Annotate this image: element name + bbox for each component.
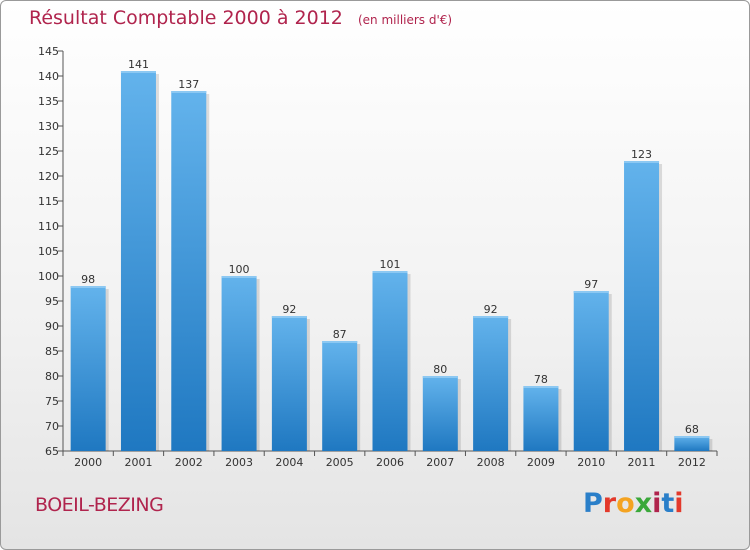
bar-2010 bbox=[573, 291, 609, 451]
bar-highlight bbox=[322, 341, 358, 343]
bar-2002 bbox=[171, 91, 207, 451]
y-tick-label: 70 bbox=[45, 420, 59, 433]
x-tick-label: 2003 bbox=[225, 456, 253, 469]
bar-highlight bbox=[473, 316, 509, 318]
bar-highlight bbox=[120, 71, 156, 73]
bar-2009 bbox=[523, 386, 559, 451]
bar-value-label: 87 bbox=[333, 328, 347, 341]
logo-letter: r bbox=[602, 488, 617, 519]
y-tick-label: 85 bbox=[45, 345, 59, 358]
bar-2008 bbox=[473, 316, 509, 451]
x-tick-label: 2006 bbox=[376, 456, 404, 469]
bar-value-label: 137 bbox=[178, 78, 199, 91]
y-tick-label: 105 bbox=[38, 245, 59, 258]
bar-2005 bbox=[322, 341, 358, 451]
proxiti-logo: Proxiti bbox=[583, 488, 684, 519]
bar-2012 bbox=[674, 436, 710, 451]
bar-value-label: 80 bbox=[433, 363, 447, 376]
x-tick-label: 2008 bbox=[477, 456, 505, 469]
bar-value-label: 141 bbox=[128, 58, 149, 71]
logo-letter: x bbox=[634, 488, 653, 519]
bar-value-label: 92 bbox=[282, 303, 296, 316]
bar-value-label: 78 bbox=[534, 373, 548, 386]
bar-highlight bbox=[523, 386, 559, 388]
commune-name: BOEIL-BEZING bbox=[35, 494, 164, 516]
bar-value-label: 123 bbox=[631, 148, 652, 161]
x-tick-label: 2002 bbox=[175, 456, 203, 469]
bar-2006 bbox=[372, 271, 408, 451]
bar-value-label: 100 bbox=[229, 263, 250, 276]
bar-highlight bbox=[624, 161, 660, 163]
x-tick-label: 2000 bbox=[74, 456, 102, 469]
bar-highlight bbox=[271, 316, 307, 318]
y-tick-label: 90 bbox=[45, 320, 59, 333]
chart-title: Résultat Comptable 2000 à 2012 (en milli… bbox=[29, 7, 452, 29]
y-tick-label: 130 bbox=[38, 120, 59, 133]
y-tick-label: 100 bbox=[38, 270, 59, 283]
bar-2001 bbox=[120, 71, 156, 451]
y-tick-label: 80 bbox=[45, 370, 59, 383]
logo-letter: o bbox=[616, 488, 635, 519]
x-axis: 2000 2001 2002 2003 2004 2005 2006 2007 2008 2009… bbox=[62, 450, 718, 469]
bar-highlight bbox=[70, 286, 106, 288]
y-tick-label: 95 bbox=[45, 295, 59, 308]
y-tick-label: 120 bbox=[38, 170, 59, 183]
bar-highlight bbox=[171, 91, 207, 93]
y-tick-label: 75 bbox=[45, 395, 59, 408]
bar-2003 bbox=[221, 276, 257, 451]
x-tick-label: 2001 bbox=[124, 456, 152, 469]
bar-2004 bbox=[271, 316, 307, 451]
x-tick-label: 2011 bbox=[628, 456, 656, 469]
y-tick-label: 65 bbox=[45, 445, 59, 458]
y-tick-label: 115 bbox=[38, 195, 59, 208]
bar-series: 98 141 137 100 92 87 101 80 92 78 97 123 68 bbox=[70, 58, 713, 451]
bar-highlight bbox=[573, 291, 609, 293]
logo-letter: i bbox=[652, 488, 662, 519]
bar-2007 bbox=[422, 376, 458, 451]
x-tick-label: 2005 bbox=[326, 456, 354, 469]
bar-highlight bbox=[221, 276, 257, 278]
bar-value-label: 98 bbox=[81, 273, 95, 286]
x-tick-label: 2007 bbox=[426, 456, 454, 469]
x-tick-label: 2012 bbox=[678, 456, 706, 469]
bar-value-label: 92 bbox=[484, 303, 498, 316]
bar-2011 bbox=[624, 161, 660, 451]
bar-highlight bbox=[372, 271, 408, 273]
x-tick-label: 2009 bbox=[527, 456, 555, 469]
x-tick-label: 2010 bbox=[577, 456, 605, 469]
x-tick-label: 2004 bbox=[275, 456, 303, 469]
y-tick-label: 110 bbox=[38, 220, 59, 233]
logo-letter: t bbox=[661, 488, 675, 519]
y-tick-label: 135 bbox=[38, 95, 59, 108]
y-tick-label: 140 bbox=[38, 70, 59, 83]
logo-letter: P bbox=[583, 488, 603, 519]
bar-highlight bbox=[422, 376, 458, 378]
logo-letter: i bbox=[674, 488, 684, 519]
chart-unit-text: (en milliers d'€) bbox=[357, 13, 453, 27]
bar-value-label: 101 bbox=[380, 258, 401, 271]
chart-title-text: Résultat Comptable 2000 à 2012 bbox=[29, 7, 343, 29]
y-axis: 65 70 75 80 85 90 95 100 105 110 115 120 125 130 135 14… bbox=[38, 45, 64, 458]
bar-2000 bbox=[70, 286, 106, 451]
bar-value-label: 68 bbox=[685, 423, 699, 436]
bar-value-label: 97 bbox=[584, 278, 598, 291]
y-tick-label: 145 bbox=[38, 45, 59, 58]
bar-highlight bbox=[674, 436, 710, 438]
y-tick-label: 125 bbox=[38, 145, 59, 158]
